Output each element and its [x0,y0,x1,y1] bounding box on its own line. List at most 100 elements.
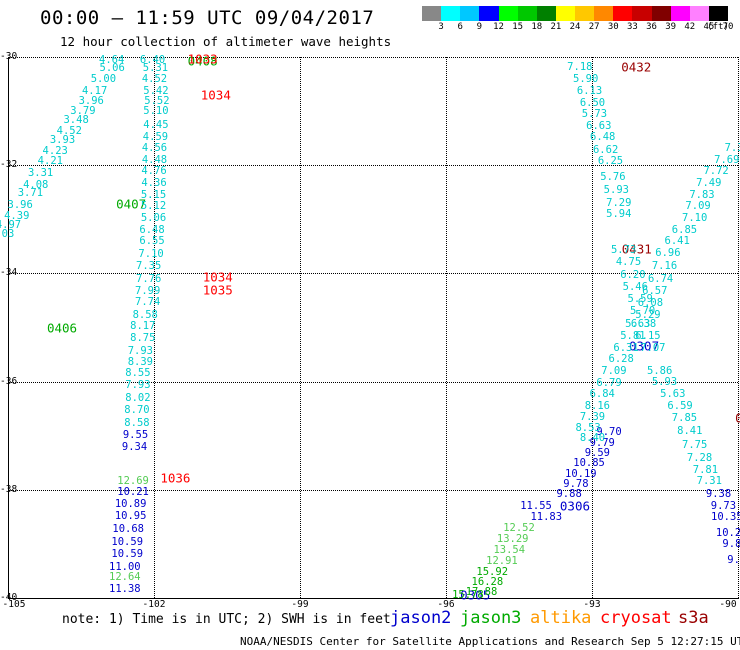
wave-height-value: 12.91 [486,554,518,567]
wave-height-value: 7.83 [689,188,715,201]
wave-height-value: 6.41 [664,235,690,248]
colorbar-tick-label: 24 [569,22,581,32]
page-subtitle: 12 hour collection of altimeter wave hei… [60,34,392,49]
wave-height-value: 7.28 [686,452,713,465]
colorbar-tick-label: 33 [626,22,638,32]
wave-height-value: 10.21 [117,485,149,498]
wave-height-value: 12.69 [117,474,149,487]
colorbar-tick-label: 15 [512,22,524,32]
lon-gridline [446,57,447,598]
colorbar-swatch [613,6,633,21]
wave-height-value: 5.59 [627,293,653,306]
lon-tick-label: -105 [2,599,26,610]
wave-height-value: 6.25 [597,155,624,168]
wave-height-value: 6.20 [620,269,646,282]
colorbar-tick-label: 9 [476,22,483,32]
wave-height-value: 5.00 [90,73,117,86]
colorbar-swatch [441,6,461,21]
wave-height-value: 5.42 [143,85,169,98]
legend-jason3: jason3 [460,608,522,628]
wave-height-value: 9.59 [584,447,610,459]
wave-height-value: 5.10 [143,105,169,118]
colorbar-swatch [670,6,690,21]
colorbar-swatch [594,6,614,21]
wave-height-value: 7.31 [696,475,722,488]
wave-height-value: 15.92 [476,566,509,579]
pass-time-label: 0407 [116,196,147,212]
pass-time-label: 0406 [46,320,78,335]
wave-height-value: 7.93 [125,378,151,391]
wave-height-value: 10.35 [710,510,740,523]
wave-height-value: 4.76 [141,165,167,178]
wave-height-value: 8.58 [124,416,150,429]
lat-tick-label: -38 [0,483,18,495]
wave-height-value: 9.38 [705,488,732,501]
wave-height-value: 4.52 [56,125,82,138]
wave-height-value: 9.88 [556,488,582,501]
wave-height-value: 4.17 [81,85,108,98]
wave-height-value: 7.3 [724,141,740,154]
wave-height-value: 5.06 [140,212,167,225]
wave-height-value: 5.63 [660,388,686,401]
wave-height-value: 5.46 [622,281,648,294]
colorbar-swatch [517,6,537,21]
wave-height-value: 5.12 [140,200,167,213]
wave-height-value: 8.53 [575,422,601,435]
wave-height-value: 3.93 [49,134,76,147]
wave-height-value: 12.52 [503,521,535,534]
wave-height-value: 8.70 [124,403,150,416]
wave-height-value: 7.81 [692,464,719,477]
wave-height-value: 7.29 [606,197,632,210]
colorbar-swatch [498,6,518,21]
wave-height-value: 5.93 [603,183,629,196]
wave-height-value: 8.16 [584,399,610,412]
wave-height-value: 6.13 [576,85,603,98]
colorbar-swatch [555,6,575,21]
wave-height-value: 11.00 [108,560,141,573]
legend-cryosat: cryosat [600,608,672,628]
wave-height-value: 7.99 [135,285,161,298]
wave-height-value: 8.39 [127,355,154,368]
page-title: 00:00 – 11:59 UTC 09/04/2017 [40,7,375,29]
wave-height-value: 7.76 [135,273,162,286]
colorbar-tick-label: 36 [646,22,657,32]
wave-height-value: 9.55 [122,428,149,441]
wave-height-value: 10.19 [564,467,597,480]
wave-height-value: 7.74 [135,295,161,308]
wave-height-value: 4.75 [615,256,642,269]
colorbar-swatch [651,6,671,21]
wave-height-value: 6.28 [608,352,634,365]
lon-gridline [154,57,155,598]
colorbar-swatch [422,6,442,21]
wave-height-value: 11.55 [520,500,552,513]
colorbar-tick-label: 42 [684,22,696,32]
wave-height-value: 6.31 [613,341,639,354]
wave-height-value: 6.48 [590,131,616,144]
lat-tick-label: -40 [0,592,18,603]
wave-height-value: 3.96 [7,199,33,212]
wave-height-value: 7.10 [138,248,164,261]
wave-height-value: 6.96 [655,247,681,260]
wave-height-value: 6.79 [596,376,622,389]
wave-height-value: 7.18 [567,61,593,74]
lon-tick-label: -102 [142,599,166,610]
lat-gridline [8,57,738,58]
wave-height-value: 10.89 [114,497,147,510]
pass-time-label: 1035 [202,282,233,298]
footer-credit: NOAA/NESDIS Center for Satellite Applica… [240,635,740,648]
wave-height-value: 6.48 [139,224,165,237]
legend-jason2: jason2 [390,608,452,628]
wave-height-value: 4.39 [4,209,30,222]
lon-tick-label: -96 [437,599,455,610]
wave-height-value: 10.59 [111,547,144,560]
wave-height-value: 6.57 [642,285,668,298]
wave-height-value: 4.52 [141,73,168,86]
wave-height-value: 6.15 [635,329,661,342]
wave-height-value: 5.03 [0,227,15,240]
wave-height-value: 16.28 [471,575,504,588]
wave-height-value: 7.93 [127,344,154,357]
colorbar-tick-label: 45 [703,22,715,32]
wave-height-value: 6.84 [589,388,615,401]
wave-height-value: 10.85 [573,456,605,469]
wave-height-value: 7.09 [601,364,627,377]
